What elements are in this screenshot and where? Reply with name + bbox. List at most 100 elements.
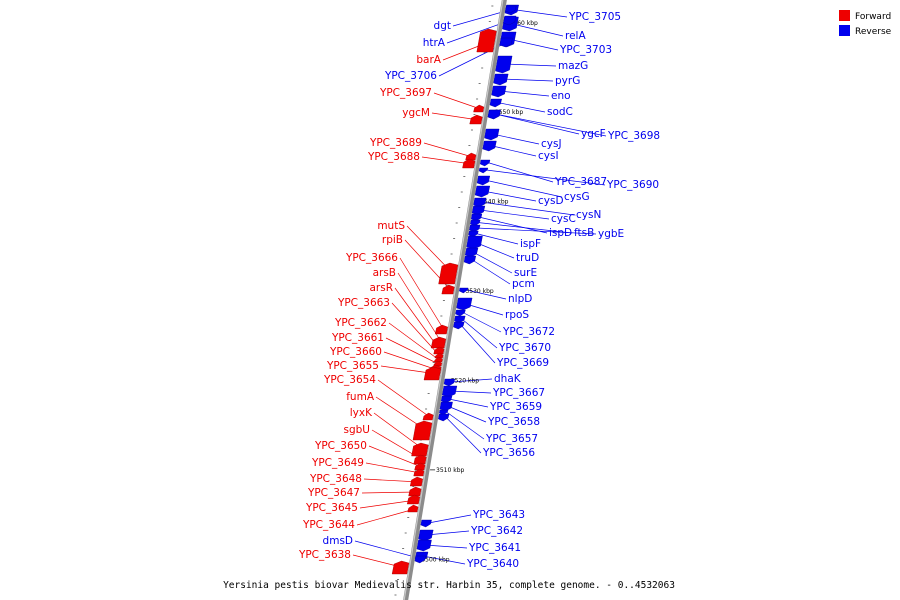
gene-feature-rpos	[456, 297, 473, 311]
connector-ypc-3650	[368, 445, 422, 468]
gene-label-cysg: cysG	[564, 191, 590, 203]
connector-ypc-3697	[433, 92, 481, 110]
connector-pyrg	[501, 78, 554, 82]
gene-label-ypc-3640: YPC_3640	[466, 558, 519, 570]
gene-feature-ypc-3650	[414, 462, 426, 471]
gene-feature-cysc	[471, 205, 486, 216]
gene-feature-ypc-3706	[499, 37, 513, 48]
connector-ypc-3643	[428, 514, 472, 524]
connector-ispd	[478, 216, 548, 234]
gene-label-nlpd: nlpD	[508, 293, 532, 305]
connector-ypc-3654	[377, 379, 430, 418]
gene-label-ypc-3661: YPC_3661	[331, 332, 384, 344]
connector-eno	[499, 90, 550, 97]
gene-label-lyxk: lyxK	[350, 407, 373, 419]
gene-label-ypc-3660: YPC_3660	[329, 346, 382, 358]
gene-feature-ypc-3659	[440, 395, 453, 404]
gene-feature-muts	[438, 262, 459, 285]
connector-ypc-3667	[450, 390, 492, 394]
connector-ypc-3672	[462, 312, 502, 333]
gene-label-ypc-3659: YPC_3659	[489, 401, 542, 413]
gene-feature-ypc-3672	[455, 309, 466, 317]
connector-trud	[474, 241, 515, 259]
gene-label-ypc-3645: YPC_3645	[305, 502, 358, 514]
connector-cysd	[482, 190, 537, 202]
gene-label-ypc-3643: YPC_3643	[472, 509, 525, 521]
gene-label-dgt: dgt	[434, 20, 451, 32]
connector-ypc-3670	[461, 318, 498, 349]
gene-feature-ygcm	[469, 114, 483, 125]
gene-label-ypc-3687: YPC_3687	[554, 176, 607, 188]
label-connectors	[352, 8, 607, 569]
axis-tick-label: 3510 kbp	[436, 467, 464, 474]
gene-feature-ypc-3669	[453, 321, 465, 330]
gene-label-cysi: cysI	[538, 150, 559, 162]
connector-ypc-3640	[422, 555, 466, 565]
gene-label-ypc-3662: YPC_3662	[334, 317, 387, 329]
gene-label-rpib: rpiB	[382, 234, 403, 246]
gene-label-ypc-3657: YPC_3657	[485, 433, 538, 445]
gene-label-dmsd: dmsD	[323, 535, 353, 547]
legend-label-forward: Forward	[855, 12, 891, 22]
connector-ypc-3687	[487, 162, 554, 183]
connector-cysi	[490, 145, 537, 157]
gene-feature-sgbu	[413, 454, 427, 465]
gene-label-bara: barA	[416, 54, 441, 66]
gene-label-arsr: arsR	[369, 282, 393, 294]
gene-label-ypc-3648: YPC_3648	[309, 473, 362, 485]
connector-ypc-3662	[388, 322, 440, 361]
gene-feature-ypc-3662	[433, 356, 443, 363]
axis-tick-label: 3550 kbp	[495, 109, 523, 116]
gene-feature-ypc-3658	[439, 401, 453, 412]
gene-feature-ypc-3642	[418, 529, 434, 542]
gene-feature-ypc-3690	[478, 167, 489, 174]
gene-feature-cysj	[484, 128, 500, 141]
gene-label-sgbu: sgbU	[344, 424, 371, 436]
gene-feature-ypc-3644	[407, 504, 419, 513]
gene-label-ygcm: ygcM	[402, 107, 430, 119]
connector-ypc-3689	[423, 142, 473, 158]
gene-label-ypc-3689: YPC_3689	[369, 137, 422, 149]
connector-cysn	[481, 201, 575, 216]
connector-ypc-3657	[446, 411, 485, 440]
connector-ftsb	[477, 222, 573, 234]
gene-feature-htra	[503, 15, 517, 26]
gene-label-ypc-3705: YPC_3705	[568, 11, 621, 23]
gene-label-ypc-3647: YPC_3647	[307, 487, 360, 499]
legend-label-reverse: Reverse	[855, 27, 892, 37]
gene-label-ypc-3690: YPC_3690	[606, 179, 659, 191]
gene-feature-cysn	[473, 197, 487, 208]
backbone-line	[403, 0, 507, 600]
connector-ypc-3661	[385, 337, 439, 365]
gene-label-sodc: sodC	[547, 106, 573, 118]
gene-label-rpos: rpoS	[505, 309, 529, 321]
connector-ypc-3649	[365, 462, 421, 474]
gene-label-pyrg: pyrG	[555, 75, 580, 87]
connector-ygcf	[495, 113, 580, 135]
gene-feature-bara	[476, 28, 497, 53]
connector-ypc-3658	[447, 405, 487, 423]
gene-feature-pcm	[463, 255, 477, 265]
gene-feature-ispf	[468, 230, 479, 238]
connector-lyxk	[373, 412, 425, 451]
connector-ypc-3666	[399, 257, 445, 331]
connector-rpos	[464, 303, 504, 316]
gene-label-ypc-3666: YPC_3666	[345, 252, 398, 264]
gene-label-fuma: fumA	[346, 391, 375, 403]
gene-feature-ypc-3649	[413, 468, 425, 477]
gene-label-ypc-3638: YPC_3638	[298, 549, 351, 561]
gene-feature-ypc-3661	[433, 360, 443, 367]
gene-label-ypc-3663: YPC_3663	[337, 297, 390, 309]
gene-label-ypc-3649: YPC_3649	[311, 457, 364, 469]
gene-label-ypc-3697: YPC_3697	[379, 87, 432, 99]
gene-feature-eno	[491, 85, 507, 98]
gene-feature-ypc-3643	[420, 519, 432, 528]
connector-cysj	[492, 133, 540, 145]
connector-ypc-3648	[363, 478, 420, 483]
gene-label-ypc-3641: YPC_3641	[468, 542, 521, 554]
connector-sodc	[497, 102, 546, 113]
connector-ypc-3669	[460, 324, 496, 364]
gene-label-ypc-3698: YPC_3698	[607, 130, 660, 142]
gene-feature-ypc-3655	[423, 366, 442, 381]
gene-feature-ypc-3670	[454, 315, 466, 324]
